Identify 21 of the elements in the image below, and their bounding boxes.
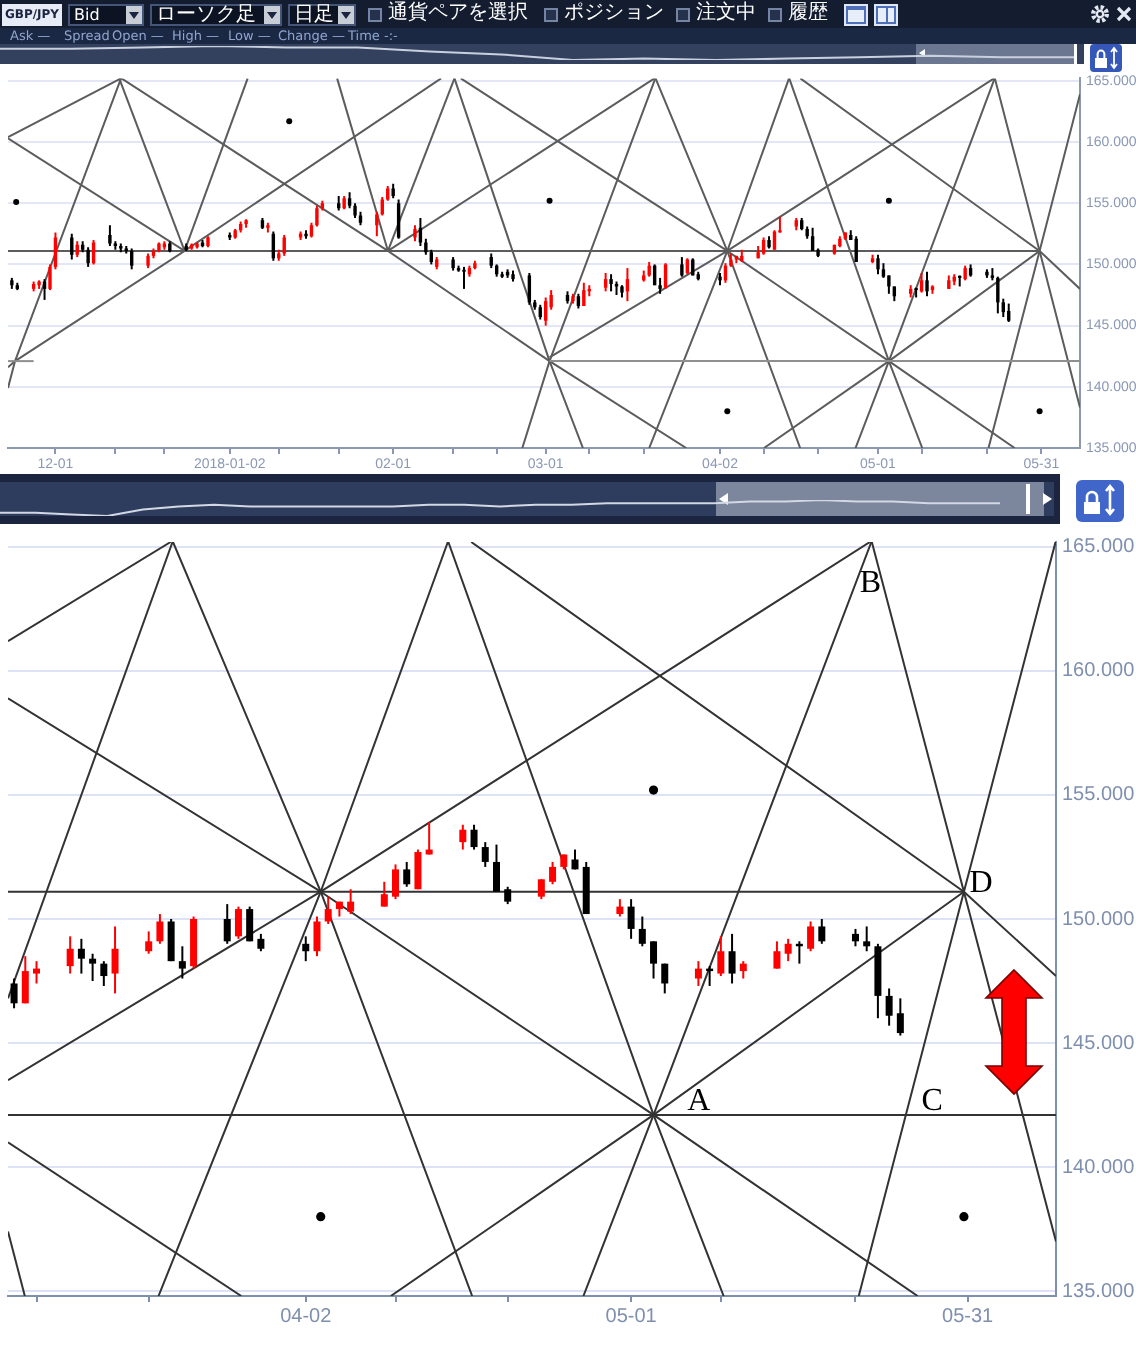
- annotation: C: [921, 1083, 943, 1118]
- y-tick-label: 135.000: [1062, 1280, 1136, 1303]
- annotation: B: [859, 565, 882, 600]
- y-tick-label: 140.000: [1062, 1156, 1136, 1179]
- text: 注文中: [696, 2, 756, 26]
- x-tick-label: 05-01: [605, 1305, 658, 1328]
- annotation: D: [969, 865, 993, 900]
- dropdown-field: Bid: [68, 4, 144, 26]
- dropdown-field: ローソク足: [150, 4, 282, 26]
- text: ポジション: [564, 2, 664, 26]
- y-tick-label: 155.000: [1062, 784, 1136, 807]
- text: 履歴: [788, 2, 828, 26]
- y-tick-label: 150.000: [1062, 908, 1136, 931]
- y-tick-label: 165.000: [1062, 536, 1136, 559]
- y-tick-label: 160.000: [1062, 660, 1136, 683]
- y-tick-label: 145.000: [1062, 1032, 1136, 1055]
- dropdown-field: 日足: [288, 4, 356, 26]
- x-tick-label: 05-31: [942, 1305, 995, 1328]
- text: 通貨ペアを選択: [388, 2, 528, 26]
- x-tick-label: 04-02: [280, 1305, 333, 1328]
- annotation: A: [687, 1083, 712, 1118]
